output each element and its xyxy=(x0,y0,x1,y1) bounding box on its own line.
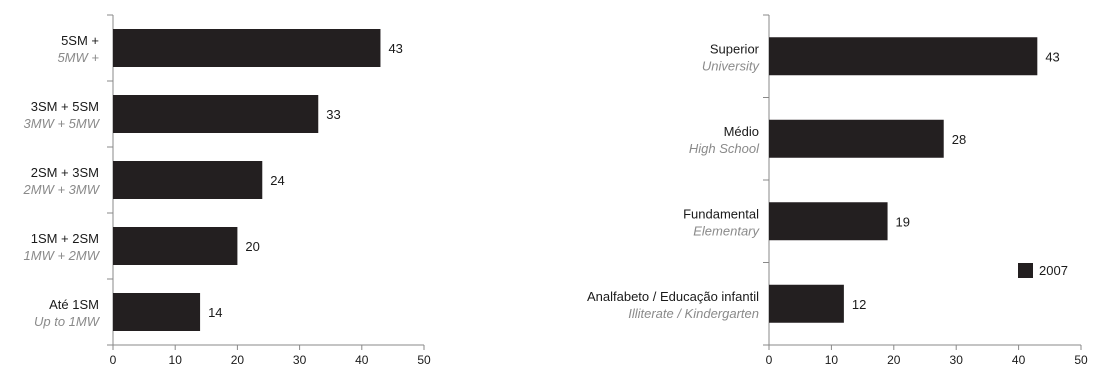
category-label: Médio xyxy=(724,124,759,139)
bar-value-label: 12 xyxy=(852,297,866,312)
category-label: 1SM + 2SM xyxy=(31,231,99,246)
education-chart: 0 10 20 30 40 50 43 Superior University 28 Médio Hi… xyxy=(587,14,1088,367)
category-label: Superior xyxy=(710,41,760,56)
category-label-english: 1MW + 2MW xyxy=(24,248,101,263)
x-tick-label: 20 xyxy=(887,353,901,367)
x-tick-label: 50 xyxy=(417,353,431,367)
x-tick-label: 40 xyxy=(355,353,369,367)
x-tick-label: 0 xyxy=(110,353,117,367)
bar xyxy=(113,29,381,67)
x-tick-label: 40 xyxy=(1012,353,1026,367)
category-label: 5SM + xyxy=(61,33,99,48)
bar-value-label: 43 xyxy=(1045,49,1059,64)
legend-label: 2007 xyxy=(1039,263,1068,278)
x-tick-label: 10 xyxy=(825,353,839,367)
category-label-english: 3MW + 5MW xyxy=(24,116,101,131)
category-label-english: University xyxy=(702,58,761,73)
category-label-english: Elementary xyxy=(693,223,760,238)
category-label-english: 2MW + 3MW xyxy=(23,182,101,197)
bar-value-label: 20 xyxy=(245,239,259,254)
bar xyxy=(113,161,263,199)
category-label-english: 5MW + xyxy=(57,50,99,65)
category-label-english: Illiterate / Kindergarten xyxy=(628,306,759,321)
x-tick-label: 30 xyxy=(293,353,307,367)
bar xyxy=(769,37,1038,76)
x-tick-label: 30 xyxy=(950,353,964,367)
bar xyxy=(769,202,888,241)
bar-value-label: 33 xyxy=(326,107,340,122)
bar-value-label: 19 xyxy=(896,214,910,229)
bar xyxy=(113,95,319,133)
category-label: 3SM + 5SM xyxy=(31,99,99,114)
category-label: 2SM + 3SM xyxy=(31,165,99,180)
bar xyxy=(113,227,238,265)
bar xyxy=(769,119,944,158)
category-label: Até 1SM xyxy=(49,297,99,312)
bar-value-label: 43 xyxy=(388,41,402,56)
bar-value-label: 14 xyxy=(208,305,222,320)
category-label-english: High School xyxy=(689,141,760,156)
bar xyxy=(113,293,201,331)
legend-swatch xyxy=(1018,263,1033,278)
x-tick-label: 10 xyxy=(169,353,183,367)
category-label: Fundamental xyxy=(683,206,759,221)
x-tick-label: 0 xyxy=(766,353,773,367)
category-label-english: Up to 1MW xyxy=(34,314,101,329)
x-tick-label: 20 xyxy=(231,353,245,367)
income-chart: 0 10 20 30 40 50 43 5SM + 5MW + 33 3SM + 5SM 3MW + … xyxy=(23,14,431,367)
bar xyxy=(769,284,844,323)
x-tick-label: 50 xyxy=(1074,353,1088,367)
bar-value-label: 24 xyxy=(270,173,284,188)
bar-value-label: 28 xyxy=(952,132,966,147)
category-label: Analfabeto / Educação infantil xyxy=(587,289,759,304)
